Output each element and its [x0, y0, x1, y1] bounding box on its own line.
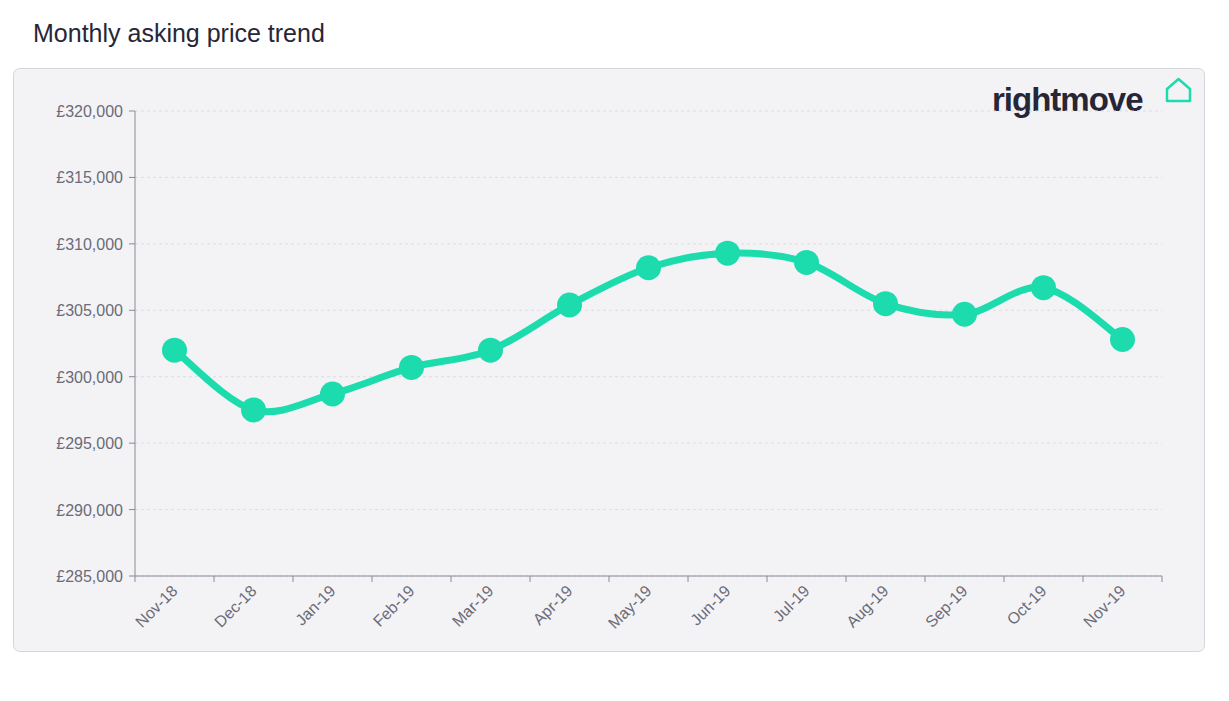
- marker: [557, 292, 582, 317]
- y-tick: [129, 509, 135, 510]
- x-tick: [1004, 576, 1005, 582]
- y-tick-label: £290,000: [56, 502, 123, 519]
- x-tick-label: Apr-19: [530, 582, 576, 628]
- x-tick-label: Feb-19: [370, 582, 418, 630]
- x-tick: [846, 576, 847, 582]
- y-tick: [129, 243, 135, 244]
- marker: [478, 338, 503, 363]
- marker: [873, 291, 898, 316]
- marker: [320, 381, 345, 406]
- x-tick-label: Jul-19: [770, 582, 813, 625]
- grid-line: [135, 177, 1162, 178]
- x-tick-label: Nov-18: [132, 582, 181, 631]
- y-tick-label: £315,000: [56, 169, 123, 186]
- x-axis: [135, 576, 1162, 577]
- x-tick: [530, 576, 531, 582]
- marker: [1110, 327, 1135, 352]
- y-tick: [129, 443, 135, 444]
- x-tick: [1083, 576, 1084, 582]
- x-tick-label: May-19: [605, 582, 655, 632]
- marker: [1031, 275, 1056, 300]
- y-tick-label: £310,000: [56, 236, 123, 253]
- y-tick-label: £285,000: [56, 568, 123, 585]
- plot-area: [162, 241, 1135, 423]
- marker: [636, 255, 661, 280]
- marker: [162, 338, 187, 363]
- y-tick-label: £320,000: [56, 103, 123, 120]
- y-tick: [129, 376, 135, 377]
- grid-line: [135, 111, 1162, 112]
- chart-root: Monthly asking price trend rightmove £285,…: [0, 0, 1229, 701]
- x-tick-label: Mar-19: [449, 582, 497, 630]
- x-tick-label: Dec-18: [211, 582, 260, 631]
- y-tick: [129, 111, 135, 112]
- grid-line: [135, 443, 1162, 444]
- x-tick: [1162, 576, 1163, 582]
- x-tick-label: Sep-19: [922, 582, 971, 631]
- x-tick: [214, 576, 215, 582]
- frame: [14, 69, 1205, 652]
- title: Monthly asking price trend: [33, 19, 325, 47]
- brand: rightmove: [992, 81, 1143, 118]
- grid-line: [135, 376, 1162, 377]
- grid-line: [135, 243, 1162, 244]
- x-tick-label: Oct-19: [1004, 582, 1050, 628]
- y-tick: [129, 576, 135, 577]
- y-tick-label: £305,000: [56, 302, 123, 319]
- x-tick: [293, 576, 294, 582]
- grid-line: [135, 310, 1162, 311]
- x-tick: [372, 576, 373, 582]
- x-tick: [451, 576, 452, 582]
- x-tick: [925, 576, 926, 582]
- grid: [135, 111, 1162, 576]
- x-tick: [688, 576, 689, 582]
- y-tick-label: £300,000: [56, 369, 123, 386]
- grid-line: [135, 576, 1162, 577]
- x-tick: [609, 576, 610, 582]
- y-tick-label: £295,000: [56, 435, 123, 452]
- marker: [715, 241, 740, 266]
- x-tick-label: Jan-19: [292, 582, 339, 629]
- brand-icon: [1167, 79, 1190, 101]
- y-tick: [129, 310, 135, 311]
- x-tick-label: Nov-19: [1080, 582, 1129, 631]
- x-tick-label: Jun-19: [687, 582, 734, 629]
- marker: [952, 302, 977, 327]
- marker: [399, 355, 424, 380]
- x-tick-label: Aug-19: [843, 582, 892, 631]
- y-tick: [129, 177, 135, 178]
- x-tick: [135, 576, 136, 582]
- line: [175, 253, 1123, 412]
- marker: [241, 397, 266, 422]
- y-axis: [135, 111, 136, 576]
- marker: [794, 250, 819, 275]
- grid-line: [135, 509, 1162, 510]
- x-tick: [767, 576, 768, 582]
